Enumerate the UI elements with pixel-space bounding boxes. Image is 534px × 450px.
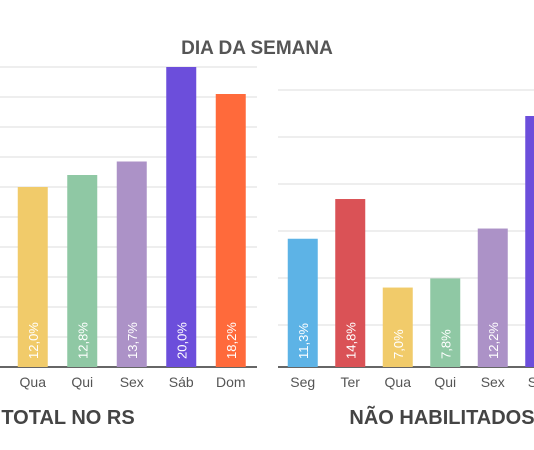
bar-sex	[477, 228, 508, 367]
x-tick-label: Qua	[20, 374, 47, 390]
bar-value-label: 18,2%	[224, 322, 239, 359]
bar-qui	[67, 175, 98, 367]
x-tick-label: Sex	[120, 374, 144, 390]
bar-seg	[287, 238, 318, 367]
x-tick-label: Qua	[385, 374, 412, 390]
bar-value-label: 12,8%	[75, 322, 90, 359]
bar-ter	[335, 199, 366, 367]
bar-dom	[215, 94, 246, 367]
bar-value-label: 13,7%	[125, 322, 140, 359]
x-tick-label: Dom	[216, 374, 246, 390]
bar-sáb	[525, 116, 534, 367]
bar-qui	[430, 278, 461, 367]
x-tick-label: Seg	[290, 374, 315, 390]
panel-nao-habilitados: 11,3% 14,8% 7,0% 7,8% 12,2% Seg Ter Qua Qui Sex Sá…	[278, 89, 534, 429]
bar-value-label: 7,0%	[391, 329, 406, 359]
bar-value-label: 11,3%	[296, 323, 311, 359]
bar-value-label: 14,8%	[343, 322, 358, 359]
bar-value-label: 20,0%	[174, 322, 189, 359]
panel-total-no-rs: 12,0% 12,8% 13,7% 20,0% 18,2% Qua Qui Sex Sáb Dom…	[0, 66, 257, 429]
x-tick-label: Sáb	[169, 374, 194, 390]
bar-value-label: 7,8%	[438, 329, 453, 359]
bar-qua	[382, 287, 413, 367]
bar-sex	[116, 161, 147, 367]
x-tick-label: Ter	[341, 374, 361, 390]
bar-value-label: 12,2%	[486, 322, 501, 359]
bar-value-label: 12,0%	[26, 322, 41, 359]
panel-title: NÃO HABILITADOS	[349, 406, 534, 429]
x-tick-label: Sáb	[528, 374, 534, 390]
x-tick-label: Qui	[434, 374, 456, 390]
x-tick-label: Sex	[481, 374, 505, 390]
x-tick-label: Qui	[71, 374, 93, 390]
bar-sáb	[166, 67, 197, 367]
bar-qua	[17, 187, 48, 367]
panel-title: TOTAL NO RS	[1, 407, 134, 429]
chart-title: DIA DA SEMANA	[181, 38, 333, 59]
